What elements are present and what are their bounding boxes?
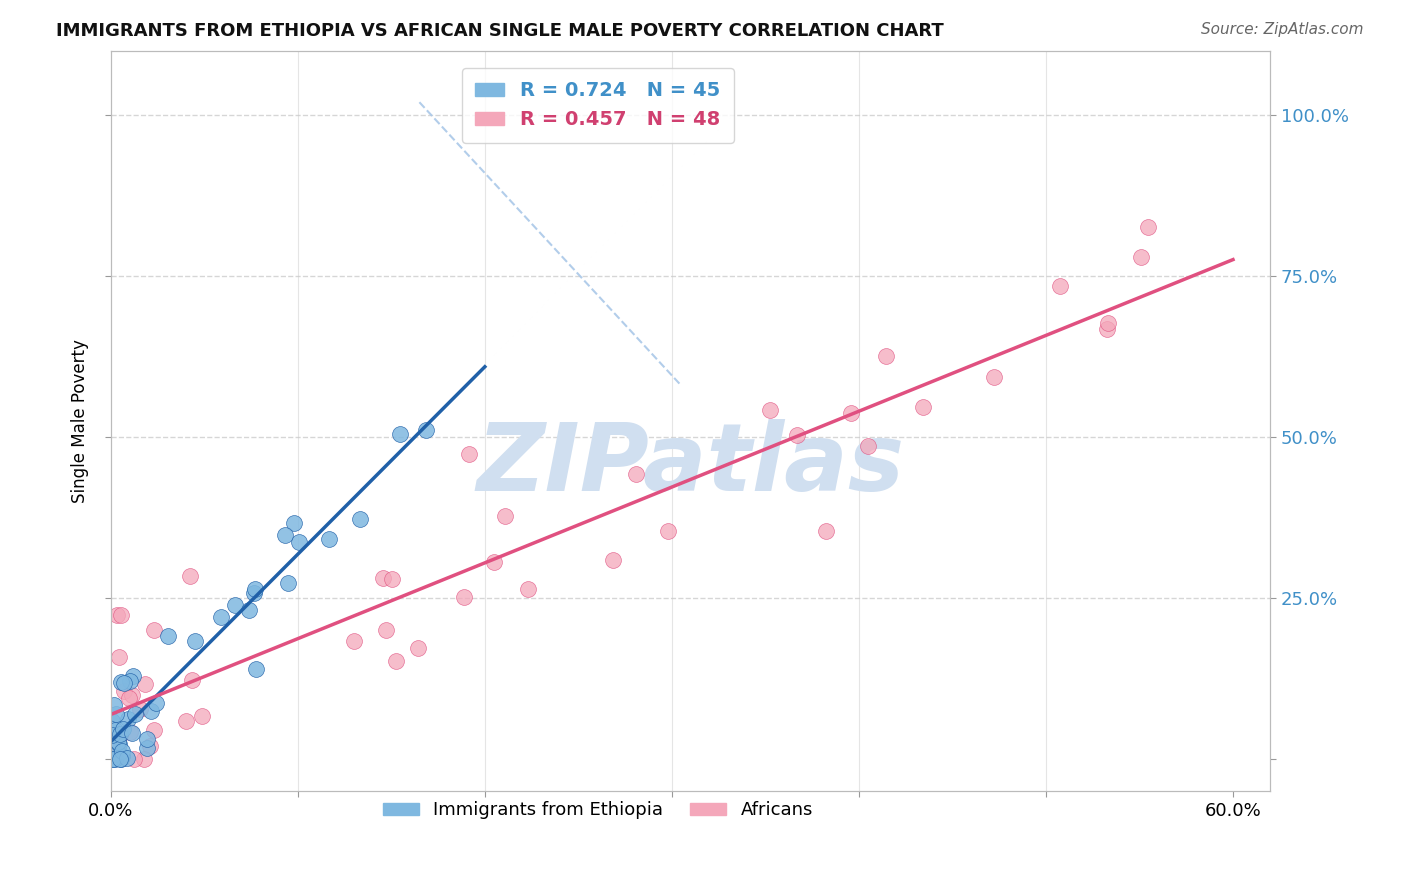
Point <box>1095 322 1118 336</box>
Point <box>184 634 207 648</box>
Point <box>101 728 124 742</box>
Point <box>983 370 1005 384</box>
Point <box>110 608 132 623</box>
Point <box>128 701 150 715</box>
Point <box>104 723 127 737</box>
Point <box>122 669 145 683</box>
Point <box>117 712 139 726</box>
Point <box>245 662 267 676</box>
Point <box>384 654 406 668</box>
Text: ZIPatlas: ZIPatlas <box>477 419 904 511</box>
Point <box>381 572 404 586</box>
Point <box>495 508 517 523</box>
Point <box>121 726 143 740</box>
Point <box>156 629 179 643</box>
Point <box>371 571 394 585</box>
Point <box>179 569 201 583</box>
Point <box>343 634 366 648</box>
Point <box>117 751 139 765</box>
Point <box>190 708 212 723</box>
Point <box>134 677 156 691</box>
Point <box>139 704 162 718</box>
Point <box>406 641 429 656</box>
Point <box>453 591 475 605</box>
Point <box>112 684 135 698</box>
Point <box>517 582 540 596</box>
Point <box>101 748 124 763</box>
Point <box>100 738 122 752</box>
Point <box>108 728 131 742</box>
Point <box>912 400 935 414</box>
Point <box>143 723 166 737</box>
Point <box>1136 220 1159 235</box>
Point <box>1049 278 1071 293</box>
Point <box>124 707 146 722</box>
Point <box>245 582 267 596</box>
Point <box>1097 316 1119 330</box>
Point <box>100 752 122 766</box>
Point <box>242 586 264 600</box>
Point <box>114 676 136 690</box>
Text: IMMIGRANTS FROM ETHIOPIA VS AFRICAN SINGLE MALE POVERTY CORRELATION CHART: IMMIGRANTS FROM ETHIOPIA VS AFRICAN SING… <box>56 22 943 40</box>
Point <box>224 598 246 612</box>
Point <box>122 752 145 766</box>
Point <box>110 675 132 690</box>
Point <box>143 623 166 637</box>
Point <box>101 738 124 752</box>
Point <box>108 752 131 766</box>
Point <box>103 698 125 712</box>
Point <box>120 725 142 739</box>
Point <box>786 427 808 442</box>
Point <box>108 738 131 752</box>
Point <box>856 439 879 453</box>
Point <box>118 673 141 688</box>
Y-axis label: Single Male Poverty: Single Male Poverty <box>72 339 89 503</box>
Point <box>180 673 202 687</box>
Text: Source: ZipAtlas.com: Source: ZipAtlas.com <box>1201 22 1364 37</box>
Point <box>176 714 198 728</box>
Point <box>288 535 311 549</box>
Point <box>274 527 297 541</box>
Point <box>283 516 305 531</box>
Point <box>104 752 127 766</box>
Point <box>238 602 260 616</box>
Point <box>759 403 782 417</box>
Point <box>374 624 396 638</box>
Point <box>145 696 167 710</box>
Point <box>318 532 340 546</box>
Point <box>209 610 232 624</box>
Point <box>135 741 157 756</box>
Point <box>118 691 141 706</box>
Point <box>657 524 679 538</box>
Point <box>875 349 897 363</box>
Point <box>135 731 157 746</box>
Point <box>107 650 129 665</box>
Point <box>839 406 862 420</box>
Point <box>111 748 134 763</box>
Point <box>277 576 299 591</box>
Point <box>105 607 128 622</box>
Point <box>110 752 132 766</box>
Point <box>626 467 648 482</box>
Point <box>415 423 437 437</box>
Point <box>139 739 162 753</box>
Point <box>121 688 143 702</box>
Point <box>602 553 624 567</box>
Point <box>111 744 134 758</box>
Point <box>101 714 124 728</box>
Point <box>108 726 131 740</box>
Point <box>389 426 412 441</box>
Point <box>458 447 481 461</box>
Point <box>101 752 124 766</box>
Point <box>482 555 505 569</box>
Point <box>107 735 129 749</box>
Point <box>349 511 371 525</box>
Point <box>815 524 838 538</box>
Point <box>1129 250 1152 264</box>
Point <box>111 723 134 737</box>
Point <box>104 707 127 722</box>
Legend: Immigrants from Ethiopia, Africans: Immigrants from Ethiopia, Africans <box>375 794 820 827</box>
Point <box>134 752 156 766</box>
